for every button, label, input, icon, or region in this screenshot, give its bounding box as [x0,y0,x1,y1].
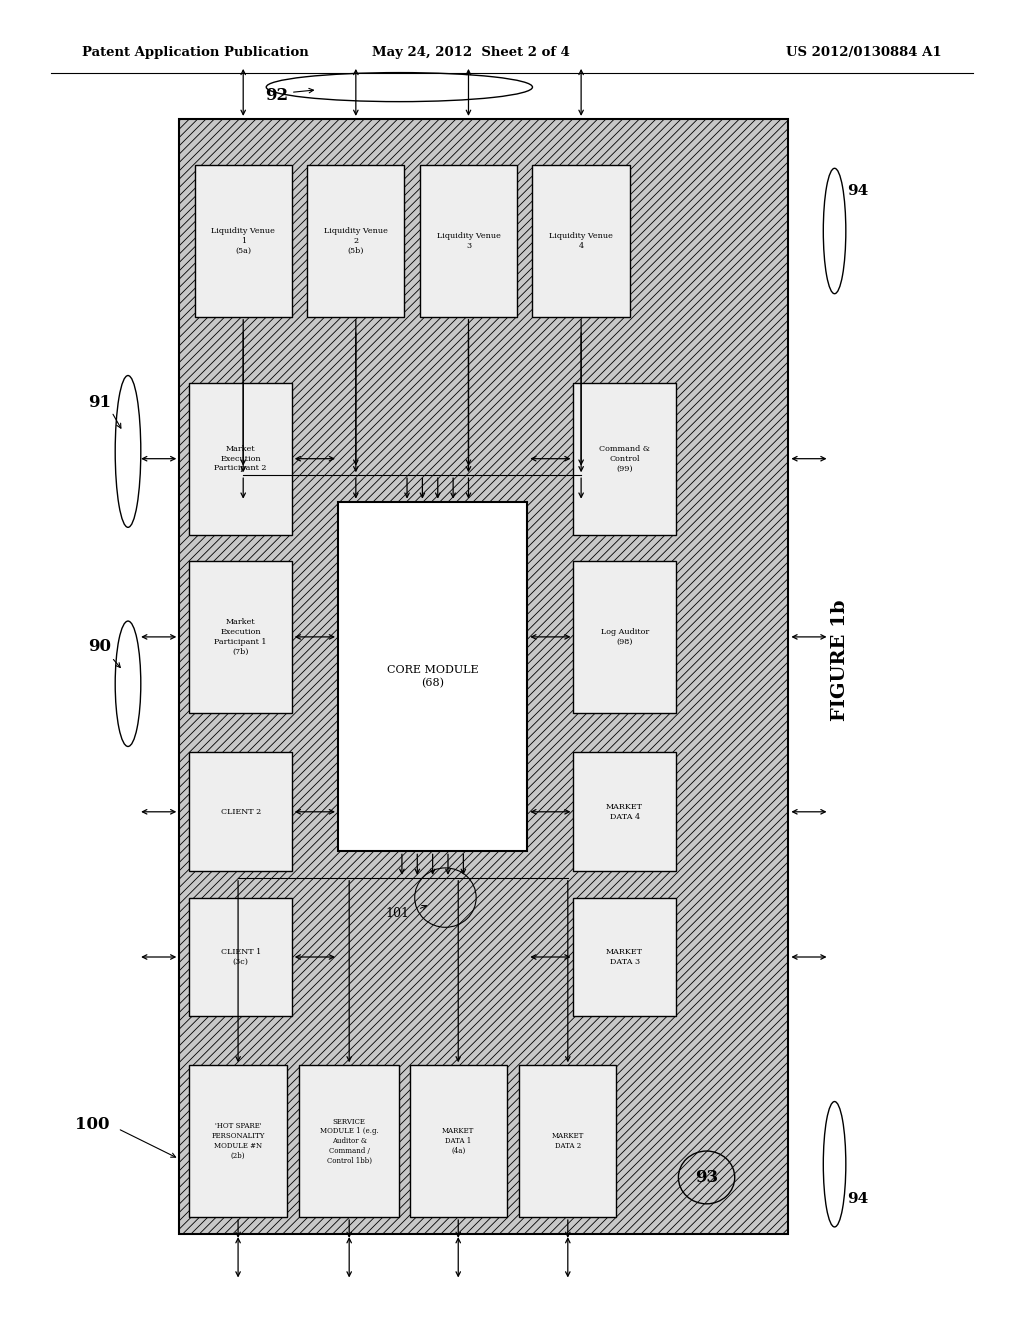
Text: May 24, 2012  Sheet 2 of 4: May 24, 2012 Sheet 2 of 4 [372,46,570,59]
Bar [420,165,517,317]
Text: Command &
Control
(99): Command & Control (99) [599,445,650,473]
Bar [189,1065,287,1217]
Text: Log Auditor
(98): Log Auditor (98) [600,628,649,645]
Text: Liquidity Venue
2
(5b): Liquidity Venue 2 (5b) [324,227,388,255]
Bar [410,1065,507,1217]
Text: 94: 94 [848,185,868,198]
Text: 90: 90 [88,639,111,655]
Text: MARKET
DATA 3: MARKET DATA 3 [606,948,643,966]
Text: CORE MODULE
(68): CORE MODULE (68) [387,665,478,688]
Bar [573,898,676,1016]
Text: 101: 101 [385,907,410,920]
Text: SERVICE
MODULE 1 (e.g.
Auditor &
Command /
Control 1bb): SERVICE MODULE 1 (e.g. Auditor & Command… [319,1118,379,1164]
Text: FIGURE 1b: FIGURE 1b [830,599,849,721]
Text: Liquidity Venue
4: Liquidity Venue 4 [549,232,613,249]
Text: Market
Execution
Participant 1
(7b): Market Execution Participant 1 (7b) [214,618,267,656]
Bar [573,561,676,713]
Bar [189,383,292,535]
Text: MARKET
DATA 1
(4a): MARKET DATA 1 (4a) [442,1127,474,1155]
Bar [519,1065,616,1217]
Bar [573,383,676,535]
Text: Market
Execution
Participant 2: Market Execution Participant 2 [214,445,267,473]
Bar [307,165,404,317]
Bar [195,165,292,317]
Text: Patent Application Publication: Patent Application Publication [82,46,308,59]
Text: 100: 100 [75,1117,110,1133]
Bar [179,119,788,1234]
Text: MARKET
DATA 4: MARKET DATA 4 [606,803,643,821]
Text: CLIENT 2: CLIENT 2 [220,808,261,816]
Bar [189,898,292,1016]
Bar [299,1065,399,1217]
Text: MARKET
DATA 2: MARKET DATA 2 [552,1133,584,1150]
Text: 'HOT SPARE'
PERSONALITY
MODULE #N
(2b): 'HOT SPARE' PERSONALITY MODULE #N (2b) [211,1122,265,1160]
Text: Liquidity Venue
3: Liquidity Venue 3 [436,232,501,249]
Bar [189,561,292,713]
Text: 93: 93 [695,1170,718,1185]
Text: 92: 92 [265,87,288,103]
Text: Liquidity Venue
1
(5a): Liquidity Venue 1 (5a) [211,227,275,255]
Text: 94: 94 [848,1192,868,1205]
Text: CLIENT 1
(3c): CLIENT 1 (3c) [220,948,261,966]
Text: 91: 91 [88,395,111,411]
Bar [338,502,527,851]
Bar [189,752,292,871]
Bar [532,165,630,317]
Bar [573,752,676,871]
Text: US 2012/0130884 A1: US 2012/0130884 A1 [786,46,942,59]
